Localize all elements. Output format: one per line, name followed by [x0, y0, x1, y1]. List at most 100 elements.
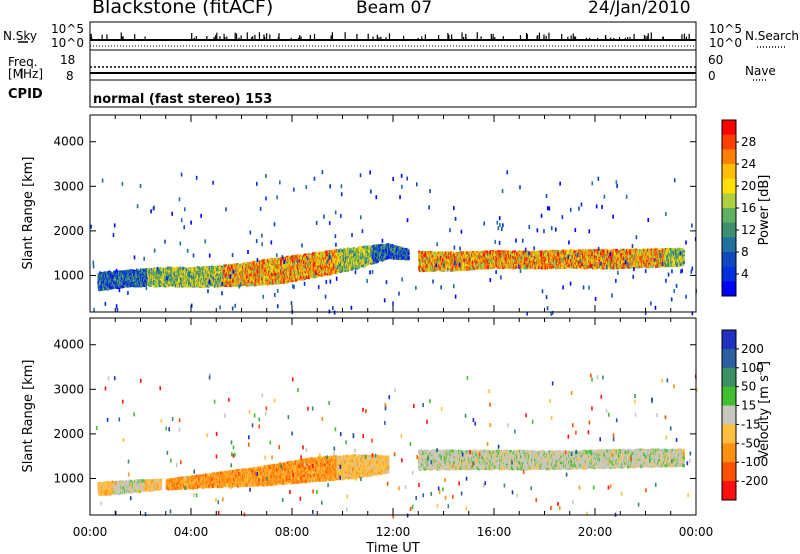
- power-cell: [250, 283, 253, 287]
- nave-tick-top: 60: [708, 53, 724, 67]
- power-cell: [289, 268, 292, 272]
- power-cell: [102, 287, 105, 291]
- power-cell: [166, 284, 169, 288]
- power-cell: [120, 285, 123, 289]
- power-cell: [284, 280, 287, 284]
- power-cell: [348, 266, 351, 270]
- power-cell: [274, 272, 277, 276]
- power-cell: [203, 279, 206, 284]
- power-cell: [188, 271, 191, 275]
- power-cell: [291, 255, 294, 259]
- power-cell: [335, 261, 338, 265]
- nsky-series: [90, 32, 690, 40]
- power-cell: [277, 258, 281, 262]
- power-cell: [113, 279, 117, 283]
- power-cell: [174, 275, 177, 279]
- power-cell: [217, 268, 220, 272]
- power-cell: [245, 273, 248, 277]
- power-cell: [199, 277, 202, 282]
- power-cell: [326, 264, 329, 269]
- power-cell: [335, 255, 339, 259]
- cpid-label: CPID: [8, 87, 43, 102]
- power-cell: [274, 258, 278, 262]
- power-cell: [286, 277, 290, 281]
- power-cell: [219, 271, 223, 275]
- power-cell: [282, 256, 285, 261]
- power-cell: [270, 269, 273, 273]
- power-cell: [304, 253, 307, 257]
- power-cell: [105, 282, 108, 286]
- power-cell: [315, 271, 318, 276]
- power-cell: [147, 282, 151, 287]
- power-cell: [334, 266, 337, 270]
- power-cell: [343, 268, 347, 273]
- power-cell: [357, 259, 360, 263]
- power-cell: [262, 261, 265, 265]
- power-cell: [158, 273, 161, 277]
- power-cell: [131, 282, 134, 286]
- power-cell: [351, 249, 354, 253]
- power-cell: [289, 261, 292, 265]
- power-cell: [221, 274, 224, 279]
- power-cell: [127, 277, 130, 282]
- power-cell: [245, 262, 248, 266]
- power-cell: [351, 266, 354, 271]
- power-cell: [127, 269, 130, 274]
- nsky-label: N.Sky: [3, 29, 38, 43]
- power-cell: [191, 266, 194, 271]
- power-cell: [251, 280, 254, 284]
- freq-tick-top: 18: [60, 53, 76, 67]
- freq-panel: [21, 49, 768, 81]
- power-cell: [218, 265, 221, 269]
- power-cell: [272, 270, 275, 274]
- power-cell: [251, 274, 254, 278]
- power-cell: [329, 272, 332, 276]
- power-cell: [226, 265, 229, 269]
- power-cell: [312, 260, 315, 264]
- power-cell: [139, 282, 142, 286]
- power-cell: [326, 272, 330, 276]
- power-cell: [251, 277, 255, 282]
- power-cell: [284, 262, 287, 266]
- power-cell: [218, 273, 221, 278]
- power-cell: [226, 272, 229, 276]
- power-cell: [230, 273, 233, 277]
- power-cell: [312, 274, 315, 278]
- power-cell: [262, 272, 265, 276]
- power-cell: [366, 249, 369, 254]
- power-cell: [128, 284, 131, 288]
- power-cell: [339, 256, 342, 260]
- power-cell: [346, 263, 350, 267]
- power-cell: [294, 262, 298, 266]
- power-cell: [326, 267, 329, 271]
- power-cell: [216, 273, 219, 277]
- power-cell: [201, 273, 204, 277]
- power-cell: [182, 267, 185, 271]
- power-cell: [214, 265, 217, 270]
- power-cell: [144, 278, 147, 282]
- power-cell: [263, 270, 266, 275]
- cpid-text: normal (fast stereo) 153: [93, 92, 273, 107]
- power-cell: [364, 264, 367, 268]
- power-cell: [158, 271, 161, 275]
- power-cell: [189, 275, 192, 279]
- power-cell: [208, 273, 212, 277]
- power-cell: [158, 269, 161, 273]
- power-cell: [300, 263, 303, 267]
- power-cell: [182, 283, 185, 287]
- power-cell: [219, 276, 223, 280]
- power-cell: [150, 268, 154, 272]
- power-cell: [211, 274, 214, 278]
- power-cell: [159, 283, 162, 287]
- power-cell: [343, 256, 346, 260]
- power-cell: [160, 271, 163, 276]
- power-cell: [334, 258, 337, 262]
- power-cell: [280, 256, 283, 260]
- power-cell: [297, 257, 301, 261]
- power-cell: [350, 256, 353, 260]
- power-cell: [151, 278, 154, 282]
- power-cell: [260, 279, 263, 284]
- power-cell: [314, 274, 317, 279]
- power-cell: [253, 282, 256, 286]
- power-cell: [203, 269, 206, 273]
